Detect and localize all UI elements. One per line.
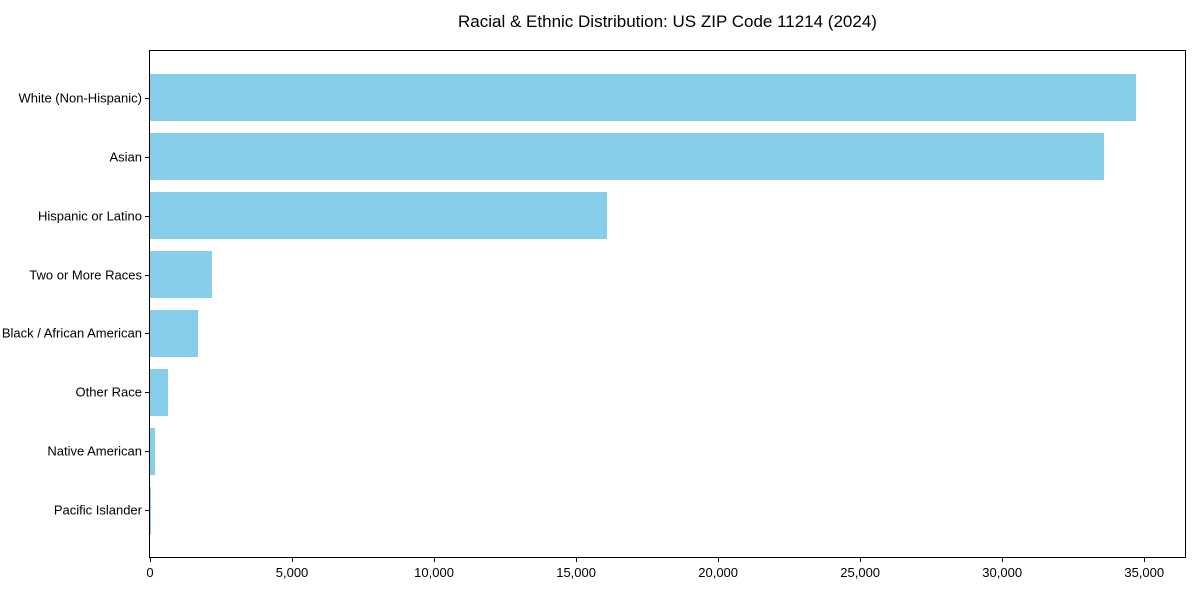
y-tick-label-other-race: Other Race: [75, 384, 142, 400]
bar-pacific-islander: [150, 486, 151, 534]
x-tick-label-15000: 15,000: [556, 565, 596, 580]
bar-asian: [150, 132, 1105, 181]
y-tick-label-native-american: Native American: [47, 443, 142, 459]
y-tick-mark: [145, 333, 149, 335]
x-tick-mark: [1002, 558, 1004, 562]
y-tick-label-black-african-american: Black / African American: [1, 325, 142, 341]
x-tick-mark: [434, 558, 436, 562]
y-tick-mark: [145, 451, 149, 453]
y-tick-label-asian: Asian: [109, 149, 142, 165]
bar-native-american: [150, 427, 156, 476]
y-tick-label-two-or-more-races: Two or More Races: [29, 267, 142, 282]
x-tick-label-5000: 5,000: [275, 565, 309, 580]
bar-other-race: [150, 368, 169, 417]
bar-black-african-american: [150, 309, 199, 358]
y-tick-label-pacific-islander: Pacific Islander: [53, 502, 142, 518]
x-tick-label-35000: 35,000: [1124, 565, 1165, 580]
x-tick-label-30000: 30,000: [982, 565, 1023, 580]
x-tick-label-25000: 25,000: [840, 565, 881, 580]
x-tick-mark: [292, 558, 294, 562]
bar-two-or-more-races: [150, 250, 213, 299]
x-tick-mark: [1144, 558, 1146, 562]
y-tick-mark: [145, 510, 149, 512]
x-tick-mark: [718, 558, 720, 562]
x-tick-mark: [150, 558, 151, 562]
x-tick-label-0: 0: [146, 565, 154, 580]
x-tick-label-10000: 10,000: [414, 565, 454, 580]
y-tick-mark: [145, 215, 149, 217]
y-tick-mark: [145, 392, 149, 394]
bar-white-non-hispanic: [150, 74, 1136, 122]
y-tick-label-white-non-hispanic: White (Non-Hispanic): [18, 90, 142, 106]
y-tick-mark: [145, 274, 149, 276]
x-tick-mark: [860, 558, 862, 562]
x-tick-label-20000: 20,000: [698, 565, 739, 580]
x-tick-mark: [576, 558, 578, 562]
y-tick-label-hispanic-or-latino: Hispanic or Latino: [37, 208, 142, 224]
plot-area: [149, 50, 1186, 558]
y-tick-mark: [145, 156, 149, 158]
y-tick-mark: [145, 97, 149, 99]
bar-hispanic-or-latino: [150, 191, 608, 240]
chart-title: Racial & Ethnic Distribution: US ZIP Cod…: [458, 12, 877, 31]
